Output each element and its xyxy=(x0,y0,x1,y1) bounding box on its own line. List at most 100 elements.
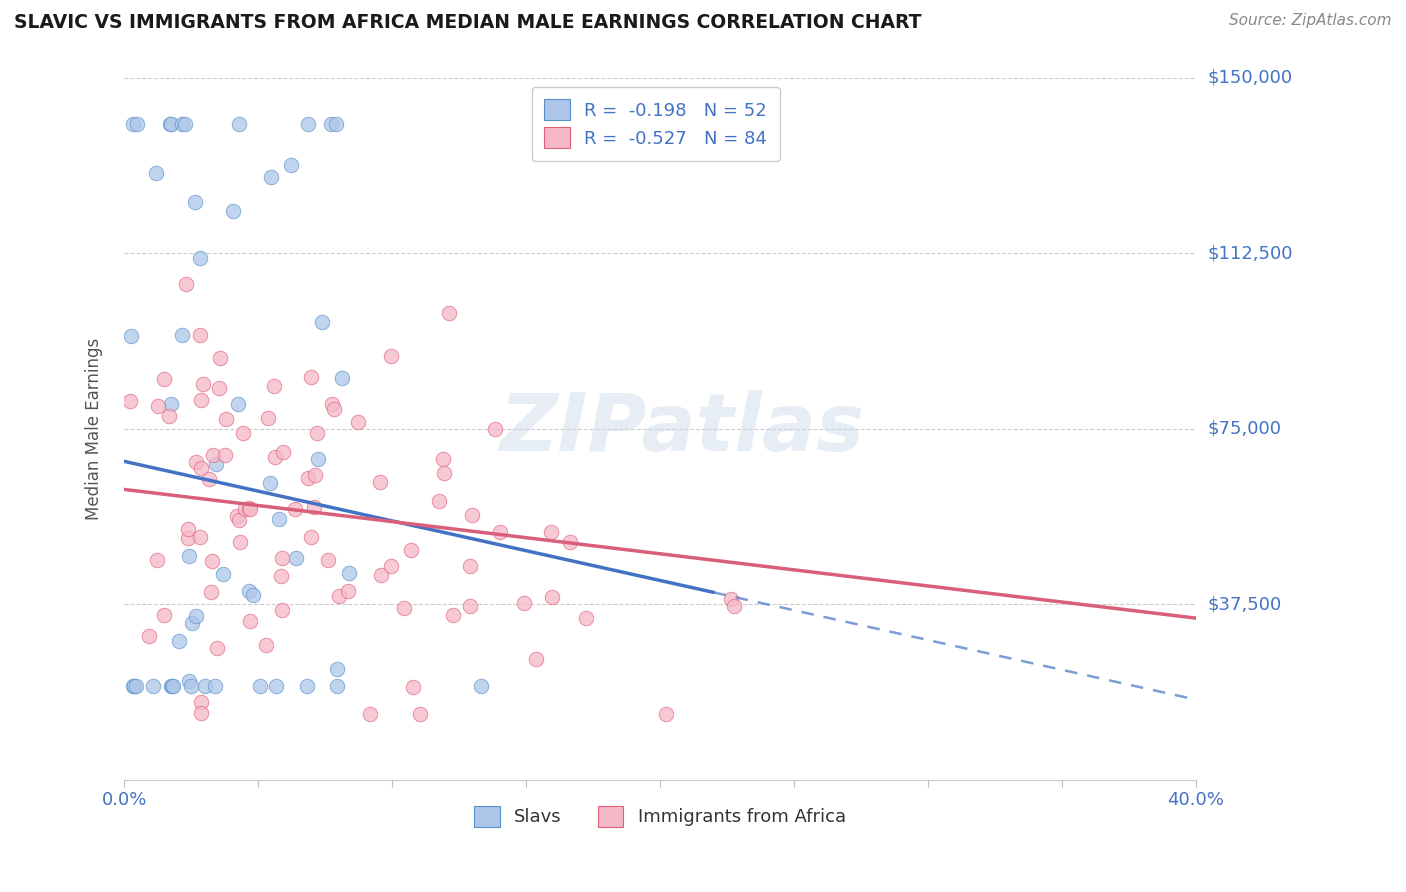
Point xyxy=(204,457,226,471)
Text: SLAVIC VS IMMIGRANTS FROM AFRICA MEDIAN MALE EARNINGS CORRELATION CHART: SLAVIC VS IMMIGRANTS FROM AFRICA MEDIAN … xyxy=(14,13,921,32)
Point xyxy=(167,634,190,648)
Point xyxy=(280,158,302,172)
Point xyxy=(194,679,217,693)
Point xyxy=(285,551,308,566)
Point xyxy=(524,652,547,666)
Point xyxy=(184,609,207,624)
Point xyxy=(228,117,250,131)
Point xyxy=(177,674,200,689)
Point xyxy=(191,376,214,391)
Point xyxy=(325,117,347,131)
Point xyxy=(304,468,326,483)
Point xyxy=(184,195,207,210)
Point xyxy=(238,500,260,515)
Point xyxy=(232,426,254,441)
Point xyxy=(433,466,456,480)
Point xyxy=(190,392,212,407)
Point xyxy=(172,328,194,343)
Point xyxy=(489,524,512,539)
Point xyxy=(233,502,256,516)
Point xyxy=(118,393,141,408)
Point xyxy=(328,589,350,603)
Point xyxy=(157,409,180,423)
Point xyxy=(180,616,202,631)
Point xyxy=(368,475,391,490)
Point xyxy=(120,329,142,343)
Point xyxy=(159,117,181,131)
Point xyxy=(259,170,281,185)
Y-axis label: Median Male Earnings: Median Male Earnings xyxy=(86,337,103,520)
Point xyxy=(513,597,536,611)
Point xyxy=(198,472,221,486)
Point xyxy=(153,608,176,623)
Point xyxy=(174,117,197,131)
Point xyxy=(138,629,160,643)
Point xyxy=(122,117,145,131)
Point xyxy=(264,679,287,693)
Point xyxy=(302,500,325,514)
Point xyxy=(162,679,184,693)
Point xyxy=(200,553,222,567)
Text: $37,500: $37,500 xyxy=(1208,595,1281,613)
Point xyxy=(359,707,381,722)
Legend: Slavs, Immigrants from Africa: Slavs, Immigrants from Africa xyxy=(467,798,853,834)
Point xyxy=(170,117,193,131)
Point xyxy=(401,543,423,558)
Point xyxy=(380,558,402,573)
Point xyxy=(259,476,281,491)
Text: $150,000: $150,000 xyxy=(1208,69,1292,87)
Point xyxy=(122,679,145,693)
Point xyxy=(655,707,678,722)
Point xyxy=(239,502,262,516)
Point xyxy=(461,508,484,522)
Point xyxy=(311,314,333,328)
Point xyxy=(202,449,225,463)
Point xyxy=(264,450,287,464)
Point xyxy=(336,583,359,598)
Point xyxy=(242,588,264,602)
Point xyxy=(284,502,307,516)
Point xyxy=(307,425,329,440)
Point xyxy=(484,422,506,436)
Point xyxy=(558,535,581,549)
Point xyxy=(307,452,329,467)
Point xyxy=(190,695,212,709)
Point xyxy=(325,663,347,677)
Point xyxy=(226,509,249,524)
Point xyxy=(214,448,236,462)
Point xyxy=(153,372,176,386)
Point xyxy=(226,397,249,411)
Text: $112,500: $112,500 xyxy=(1208,244,1292,262)
Point xyxy=(347,415,370,429)
Point xyxy=(575,611,598,625)
Point xyxy=(188,531,211,545)
Point xyxy=(408,707,430,722)
Point xyxy=(125,679,148,693)
Point xyxy=(180,679,202,693)
Point xyxy=(238,583,260,598)
Point xyxy=(190,461,212,475)
Point xyxy=(299,530,322,544)
Point xyxy=(337,566,360,580)
Point xyxy=(540,524,562,539)
Text: Source: ZipAtlas.com: Source: ZipAtlas.com xyxy=(1229,13,1392,29)
Point xyxy=(458,599,481,614)
Point xyxy=(332,371,354,385)
Point xyxy=(370,568,392,582)
Point xyxy=(159,396,181,410)
Point xyxy=(470,679,492,693)
Point xyxy=(190,328,212,343)
Point xyxy=(160,679,183,693)
Point xyxy=(297,470,319,484)
Point xyxy=(141,679,163,693)
Point xyxy=(177,522,200,536)
Point xyxy=(270,602,292,616)
Point xyxy=(458,559,481,574)
Point xyxy=(427,494,450,508)
Point xyxy=(228,513,250,527)
Point xyxy=(222,204,245,219)
Point xyxy=(208,351,231,365)
Point xyxy=(392,601,415,615)
Point xyxy=(215,412,238,426)
Point xyxy=(380,350,402,364)
